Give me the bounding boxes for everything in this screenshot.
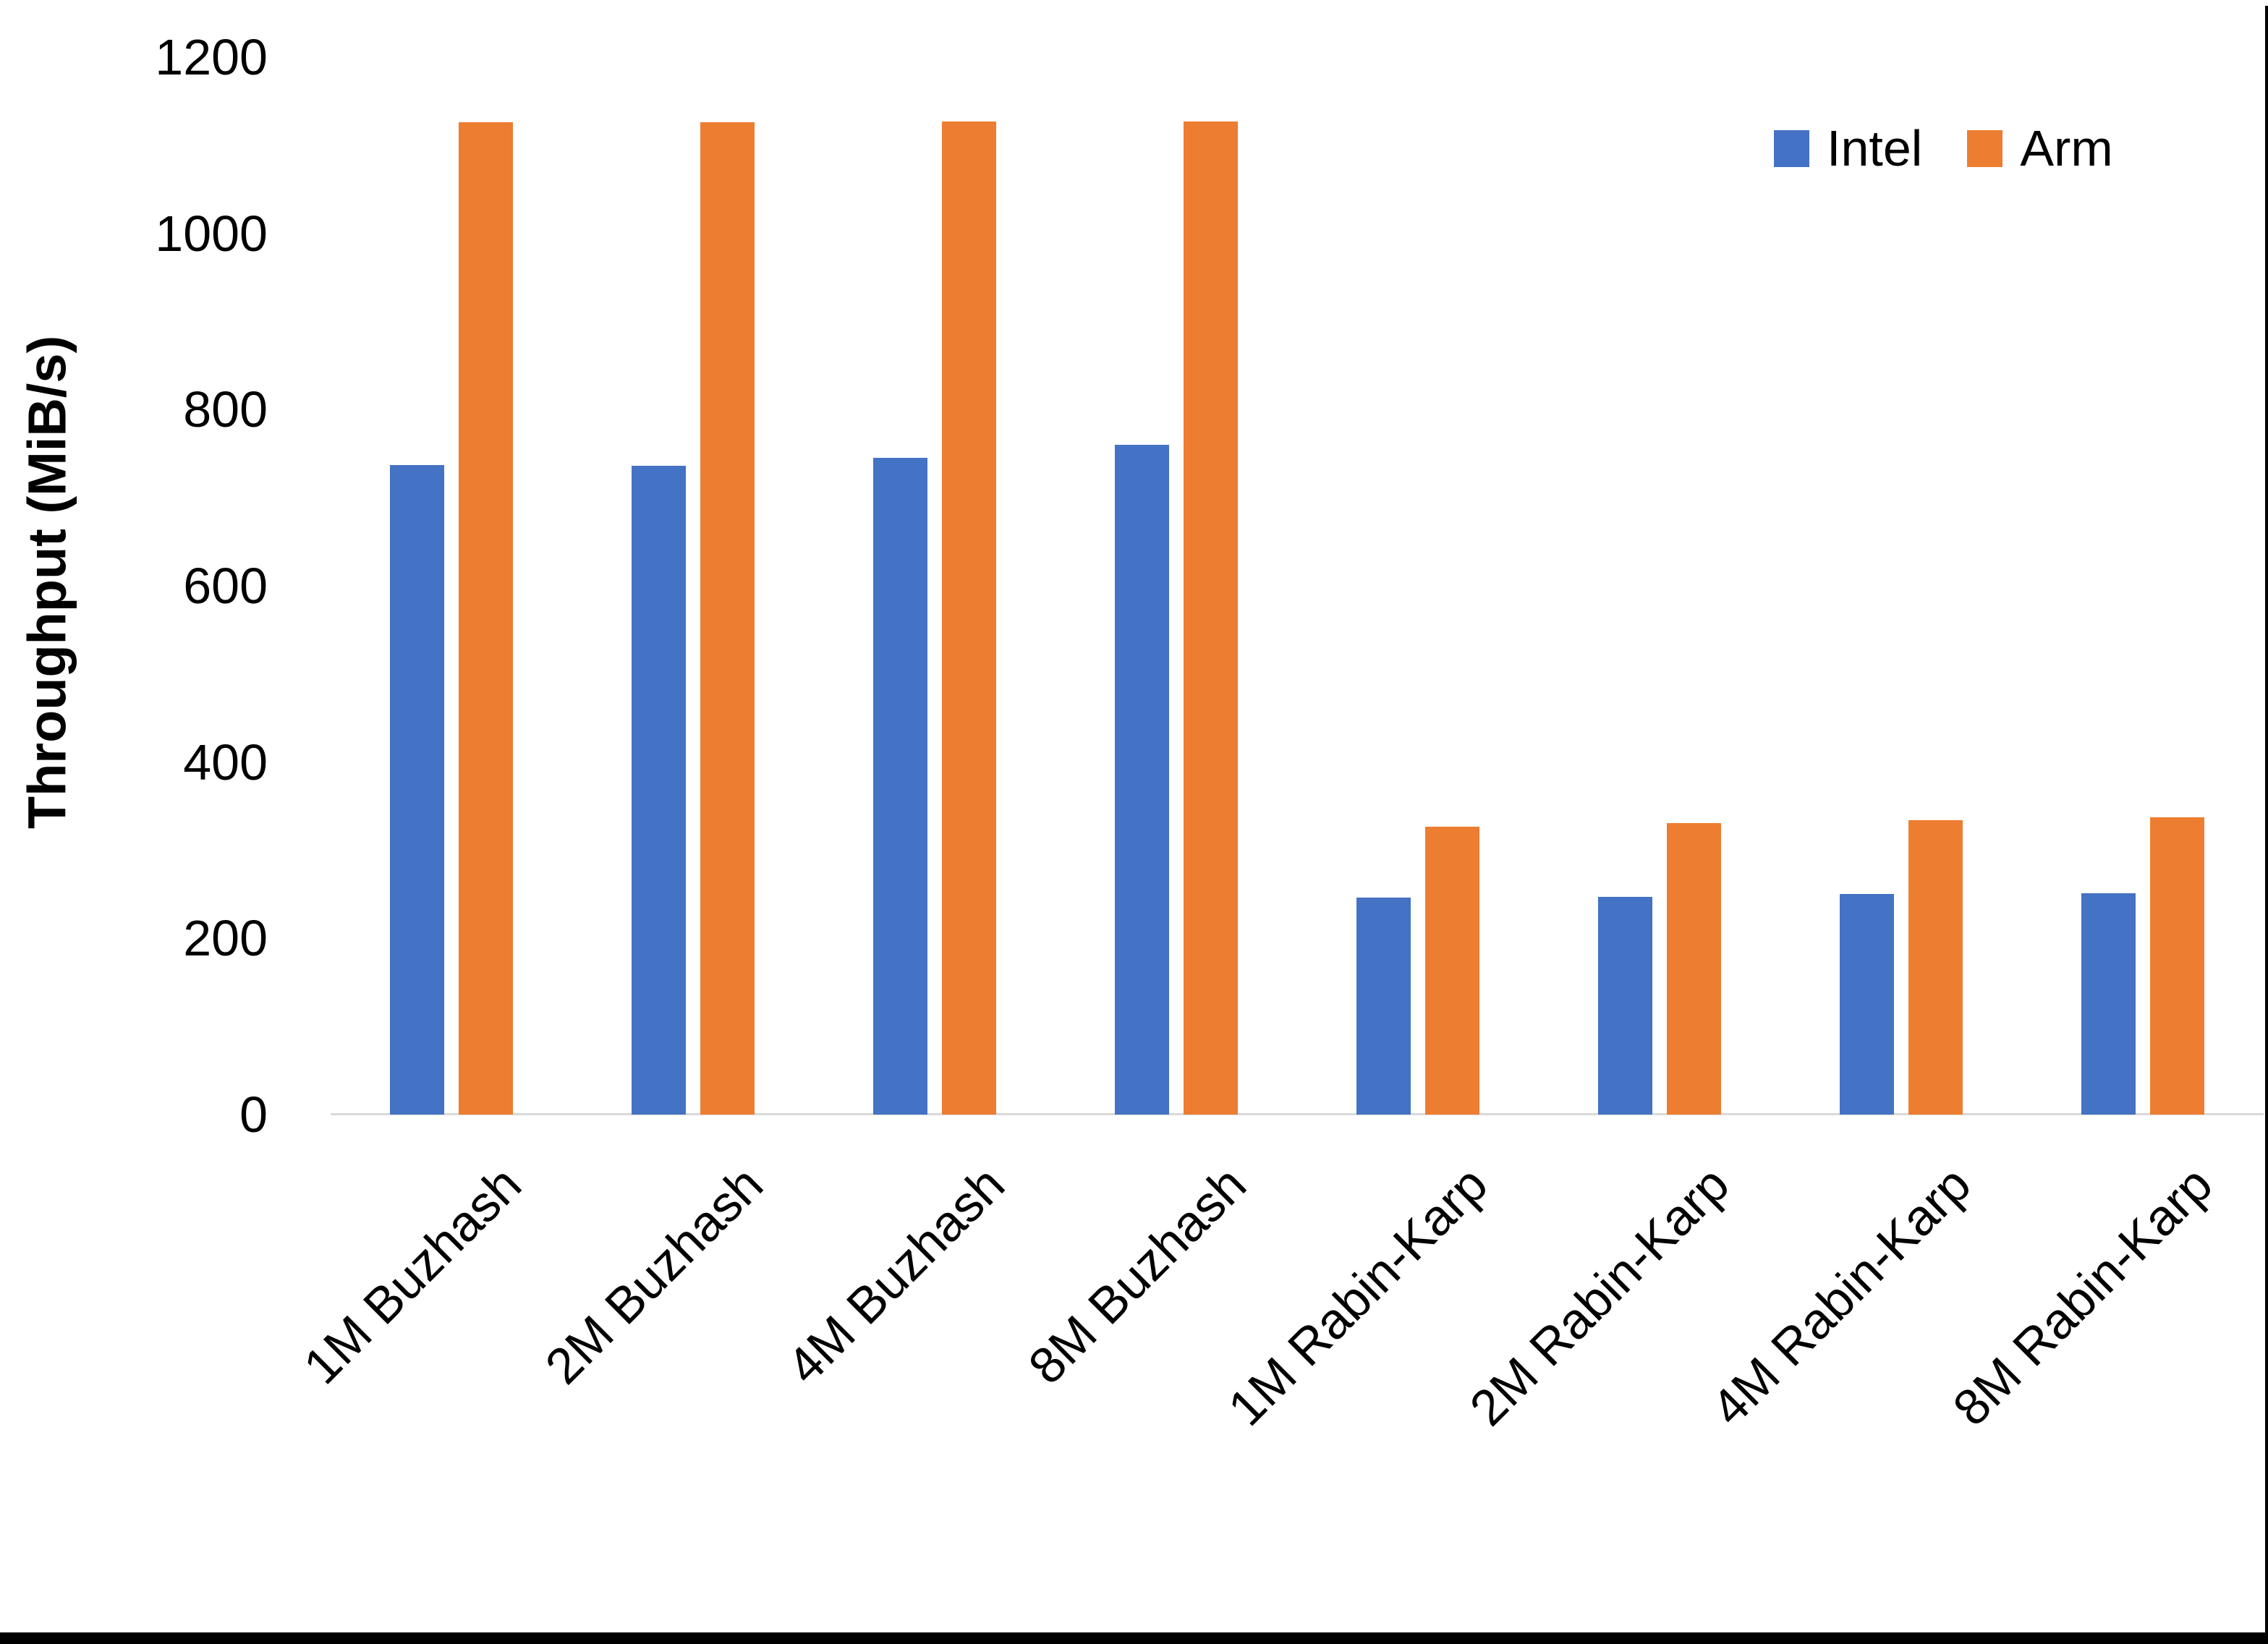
legend-label-intel: Intel [1827, 120, 1923, 176]
x-tick-label-4m-rabin-karp: 4M Rabin-Karp [1700, 1155, 1982, 1436]
page-bottom-border [0, 1632, 2268, 1644]
legend-item-arm: Arm [1967, 120, 2113, 176]
bar-intel-1m-rabin-karp [1356, 898, 1411, 1115]
bar-arm-1m-buzhash [459, 122, 513, 1115]
page-right-border [2265, 6, 2268, 1644]
bar-arm-2m-buzhash [700, 122, 755, 1115]
y-tick-label-0: 0 [239, 1086, 268, 1143]
bar-arm-4m-rabin-karp [1908, 820, 1963, 1115]
legend-swatch-arm [1967, 129, 2003, 167]
y-tick-label-400: 400 [183, 733, 268, 791]
x-tick-label-4m-buzhash: 4M Buzhash [776, 1155, 1016, 1395]
legend-label-arm: Arm [2020, 120, 2113, 176]
bar-arm-8m-rabin-karp [2150, 817, 2204, 1115]
x-tick-label-1m-buzhash: 1M Buzhash [292, 1155, 532, 1395]
y-tick-label-600: 600 [183, 558, 268, 614]
bar-intel-2m-rabin-karp [1598, 897, 1652, 1115]
legend: Intel Arm [1774, 122, 2113, 175]
bar-intel-1m-buzhash [390, 465, 444, 1115]
y-tick-label-1200: 1200 [155, 29, 268, 85]
y-tick-label-800: 800 [183, 381, 268, 438]
bar-intel-4m-buzhash [873, 458, 927, 1115]
x-axis-line [331, 1113, 2264, 1115]
x-tick-label-2m-rabin-karp: 2M Rabin-Karp [1458, 1155, 1741, 1436]
bar-arm-4m-buzhash [942, 121, 996, 1115]
bar-arm-8m-buzhash [1184, 121, 1238, 1115]
y-tick-label-1000: 1000 [155, 205, 268, 262]
y-tick-label-200: 200 [183, 910, 268, 967]
bar-intel-8m-buzhash [1115, 445, 1169, 1115]
bar-arm-1m-rabin-karp [1425, 826, 1479, 1115]
legend-item-intel: Intel [1774, 122, 1922, 175]
bar-arm-2m-rabin-karp [1667, 822, 1721, 1115]
legend-swatch-intel [1774, 129, 1809, 167]
bar-intel-8m-rabin-karp [2081, 893, 2136, 1115]
x-tick-label-1m-rabin-karp: 1M Rabin-Karp [1217, 1155, 1499, 1436]
x-tick-label-8m-buzhash: 8M Buzhash [1017, 1155, 1257, 1395]
bar-intel-4m-rabin-karp [1840, 894, 1894, 1115]
x-tick-label-8m-rabin-karp: 8M Rabin-Karp [1942, 1155, 2224, 1436]
x-tick-label-2m-buzhash: 2M Buzhash [534, 1155, 774, 1395]
bar-intel-2m-buzhash [632, 466, 686, 1115]
